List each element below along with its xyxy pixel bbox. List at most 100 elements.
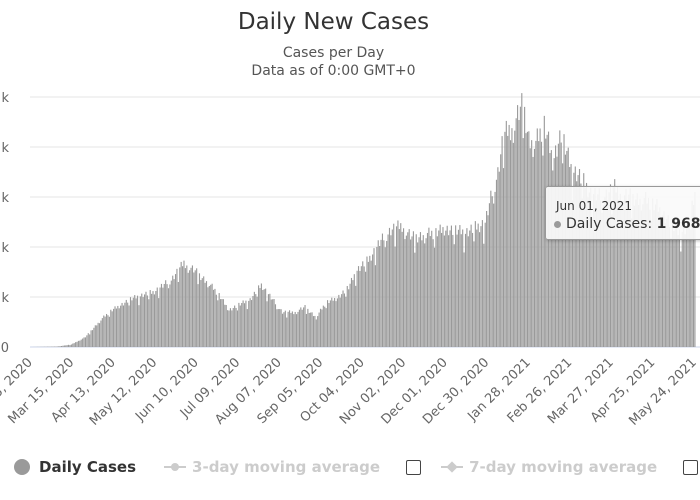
bar[interactable] bbox=[307, 308, 309, 347]
bar[interactable] bbox=[303, 307, 305, 347]
bar[interactable] bbox=[151, 293, 153, 347]
bar[interactable] bbox=[280, 309, 282, 347]
bar[interactable] bbox=[483, 243, 485, 347]
bar[interactable] bbox=[450, 225, 452, 347]
bar[interactable] bbox=[326, 300, 329, 347]
bar[interactable] bbox=[664, 223, 666, 347]
bar[interactable] bbox=[438, 230, 440, 347]
bar[interactable] bbox=[511, 128, 513, 347]
bar[interactable] bbox=[325, 308, 327, 347]
bar[interactable] bbox=[104, 316, 106, 347]
bar[interactable] bbox=[614, 179, 616, 347]
bar[interactable] bbox=[428, 227, 430, 347]
bar[interactable] bbox=[633, 205, 635, 347]
bar[interactable] bbox=[324, 306, 326, 347]
bar[interactable] bbox=[443, 235, 445, 347]
bar[interactable] bbox=[481, 220, 483, 347]
bar[interactable] bbox=[663, 211, 665, 347]
bar[interactable] bbox=[132, 297, 134, 347]
bar[interactable] bbox=[334, 297, 336, 347]
bar[interactable] bbox=[542, 155, 544, 347]
bar[interactable] bbox=[539, 128, 541, 347]
bar[interactable] bbox=[597, 194, 599, 347]
bar[interactable] bbox=[231, 310, 233, 347]
bar[interactable] bbox=[356, 270, 358, 347]
bar[interactable] bbox=[144, 294, 146, 347]
bar[interactable] bbox=[162, 287, 164, 347]
bar[interactable] bbox=[349, 283, 351, 347]
bar[interactable] bbox=[294, 311, 296, 347]
bar[interactable] bbox=[549, 153, 551, 347]
bar[interactable] bbox=[421, 240, 423, 347]
bar[interactable] bbox=[656, 199, 658, 347]
bar[interactable] bbox=[113, 308, 115, 347]
bar[interactable] bbox=[286, 317, 288, 347]
bar[interactable] bbox=[591, 218, 593, 347]
bar[interactable] bbox=[546, 134, 548, 347]
bar[interactable] bbox=[129, 297, 132, 347]
bar[interactable] bbox=[236, 310, 239, 347]
bar[interactable] bbox=[611, 214, 613, 347]
bar[interactable] bbox=[553, 158, 555, 347]
bar[interactable] bbox=[431, 230, 433, 347]
bar[interactable] bbox=[266, 301, 268, 347]
bar[interactable] bbox=[625, 189, 627, 347]
bar[interactable] bbox=[560, 142, 562, 347]
bar[interactable] bbox=[464, 233, 467, 347]
bar[interactable] bbox=[217, 300, 219, 347]
bar[interactable] bbox=[577, 175, 579, 347]
bar[interactable] bbox=[297, 311, 299, 347]
bar[interactable] bbox=[163, 283, 165, 347]
bar[interactable] bbox=[341, 294, 343, 347]
bar[interactable] bbox=[362, 261, 364, 347]
bar[interactable] bbox=[661, 215, 664, 347]
bar[interactable] bbox=[249, 298, 251, 347]
bar[interactable] bbox=[602, 204, 605, 347]
bar[interactable] bbox=[329, 300, 331, 347]
bar[interactable] bbox=[470, 224, 472, 347]
bar[interactable] bbox=[272, 299, 274, 347]
bar[interactable] bbox=[647, 197, 650, 347]
bar[interactable] bbox=[359, 270, 361, 347]
bar[interactable] bbox=[189, 270, 191, 347]
bar[interactable] bbox=[448, 235, 450, 347]
bar[interactable] bbox=[239, 305, 241, 347]
bar[interactable] bbox=[298, 309, 300, 347]
bar[interactable] bbox=[502, 168, 505, 347]
bar[interactable] bbox=[616, 186, 619, 347]
bar[interactable] bbox=[114, 306, 116, 347]
bar[interactable] bbox=[68, 344, 70, 347]
bar[interactable] bbox=[643, 198, 645, 347]
bar[interactable] bbox=[97, 322, 99, 347]
bar[interactable] bbox=[500, 154, 502, 347]
bar[interactable] bbox=[477, 223, 479, 347]
bar[interactable] bbox=[435, 228, 437, 347]
bar[interactable] bbox=[184, 268, 186, 347]
bar[interactable] bbox=[165, 280, 167, 347]
bar[interactable] bbox=[124, 302, 126, 347]
bar[interactable] bbox=[388, 227, 391, 347]
bar[interactable] bbox=[381, 233, 384, 347]
bar[interactable] bbox=[224, 304, 226, 347]
bar[interactable] bbox=[342, 290, 344, 348]
bar[interactable] bbox=[287, 311, 289, 347]
bar[interactable] bbox=[227, 310, 229, 347]
bar[interactable] bbox=[584, 187, 586, 347]
bar[interactable] bbox=[243, 303, 246, 347]
bar[interactable] bbox=[494, 191, 496, 347]
bar[interactable] bbox=[332, 300, 334, 347]
bar[interactable] bbox=[436, 236, 438, 347]
bar[interactable] bbox=[291, 311, 293, 347]
bar[interactable] bbox=[567, 147, 569, 347]
bar[interactable] bbox=[242, 300, 244, 347]
bar[interactable] bbox=[390, 235, 392, 347]
bar[interactable] bbox=[632, 193, 634, 347]
bar[interactable] bbox=[367, 261, 369, 347]
bar[interactable] bbox=[479, 232, 481, 347]
bar[interactable] bbox=[626, 200, 628, 347]
bar[interactable] bbox=[563, 134, 565, 347]
bar[interactable] bbox=[498, 171, 500, 347]
bar[interactable] bbox=[653, 210, 655, 347]
bar[interactable] bbox=[98, 323, 101, 347]
bar[interactable] bbox=[508, 124, 510, 347]
